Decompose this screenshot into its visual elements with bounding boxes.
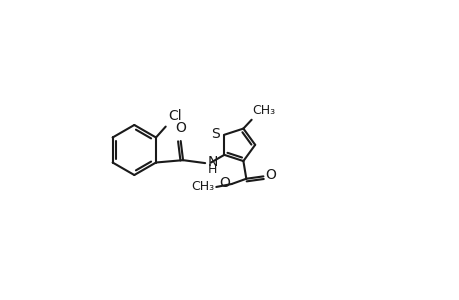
- Text: H: H: [207, 163, 216, 176]
- Text: CH₃: CH₃: [252, 104, 275, 117]
- Text: O: O: [264, 169, 275, 182]
- Text: CH₃: CH₃: [191, 181, 214, 194]
- Text: N: N: [207, 155, 218, 169]
- Text: O: O: [175, 121, 186, 134]
- Text: O: O: [218, 176, 230, 190]
- Text: S: S: [211, 127, 220, 141]
- Text: Cl: Cl: [168, 109, 181, 123]
